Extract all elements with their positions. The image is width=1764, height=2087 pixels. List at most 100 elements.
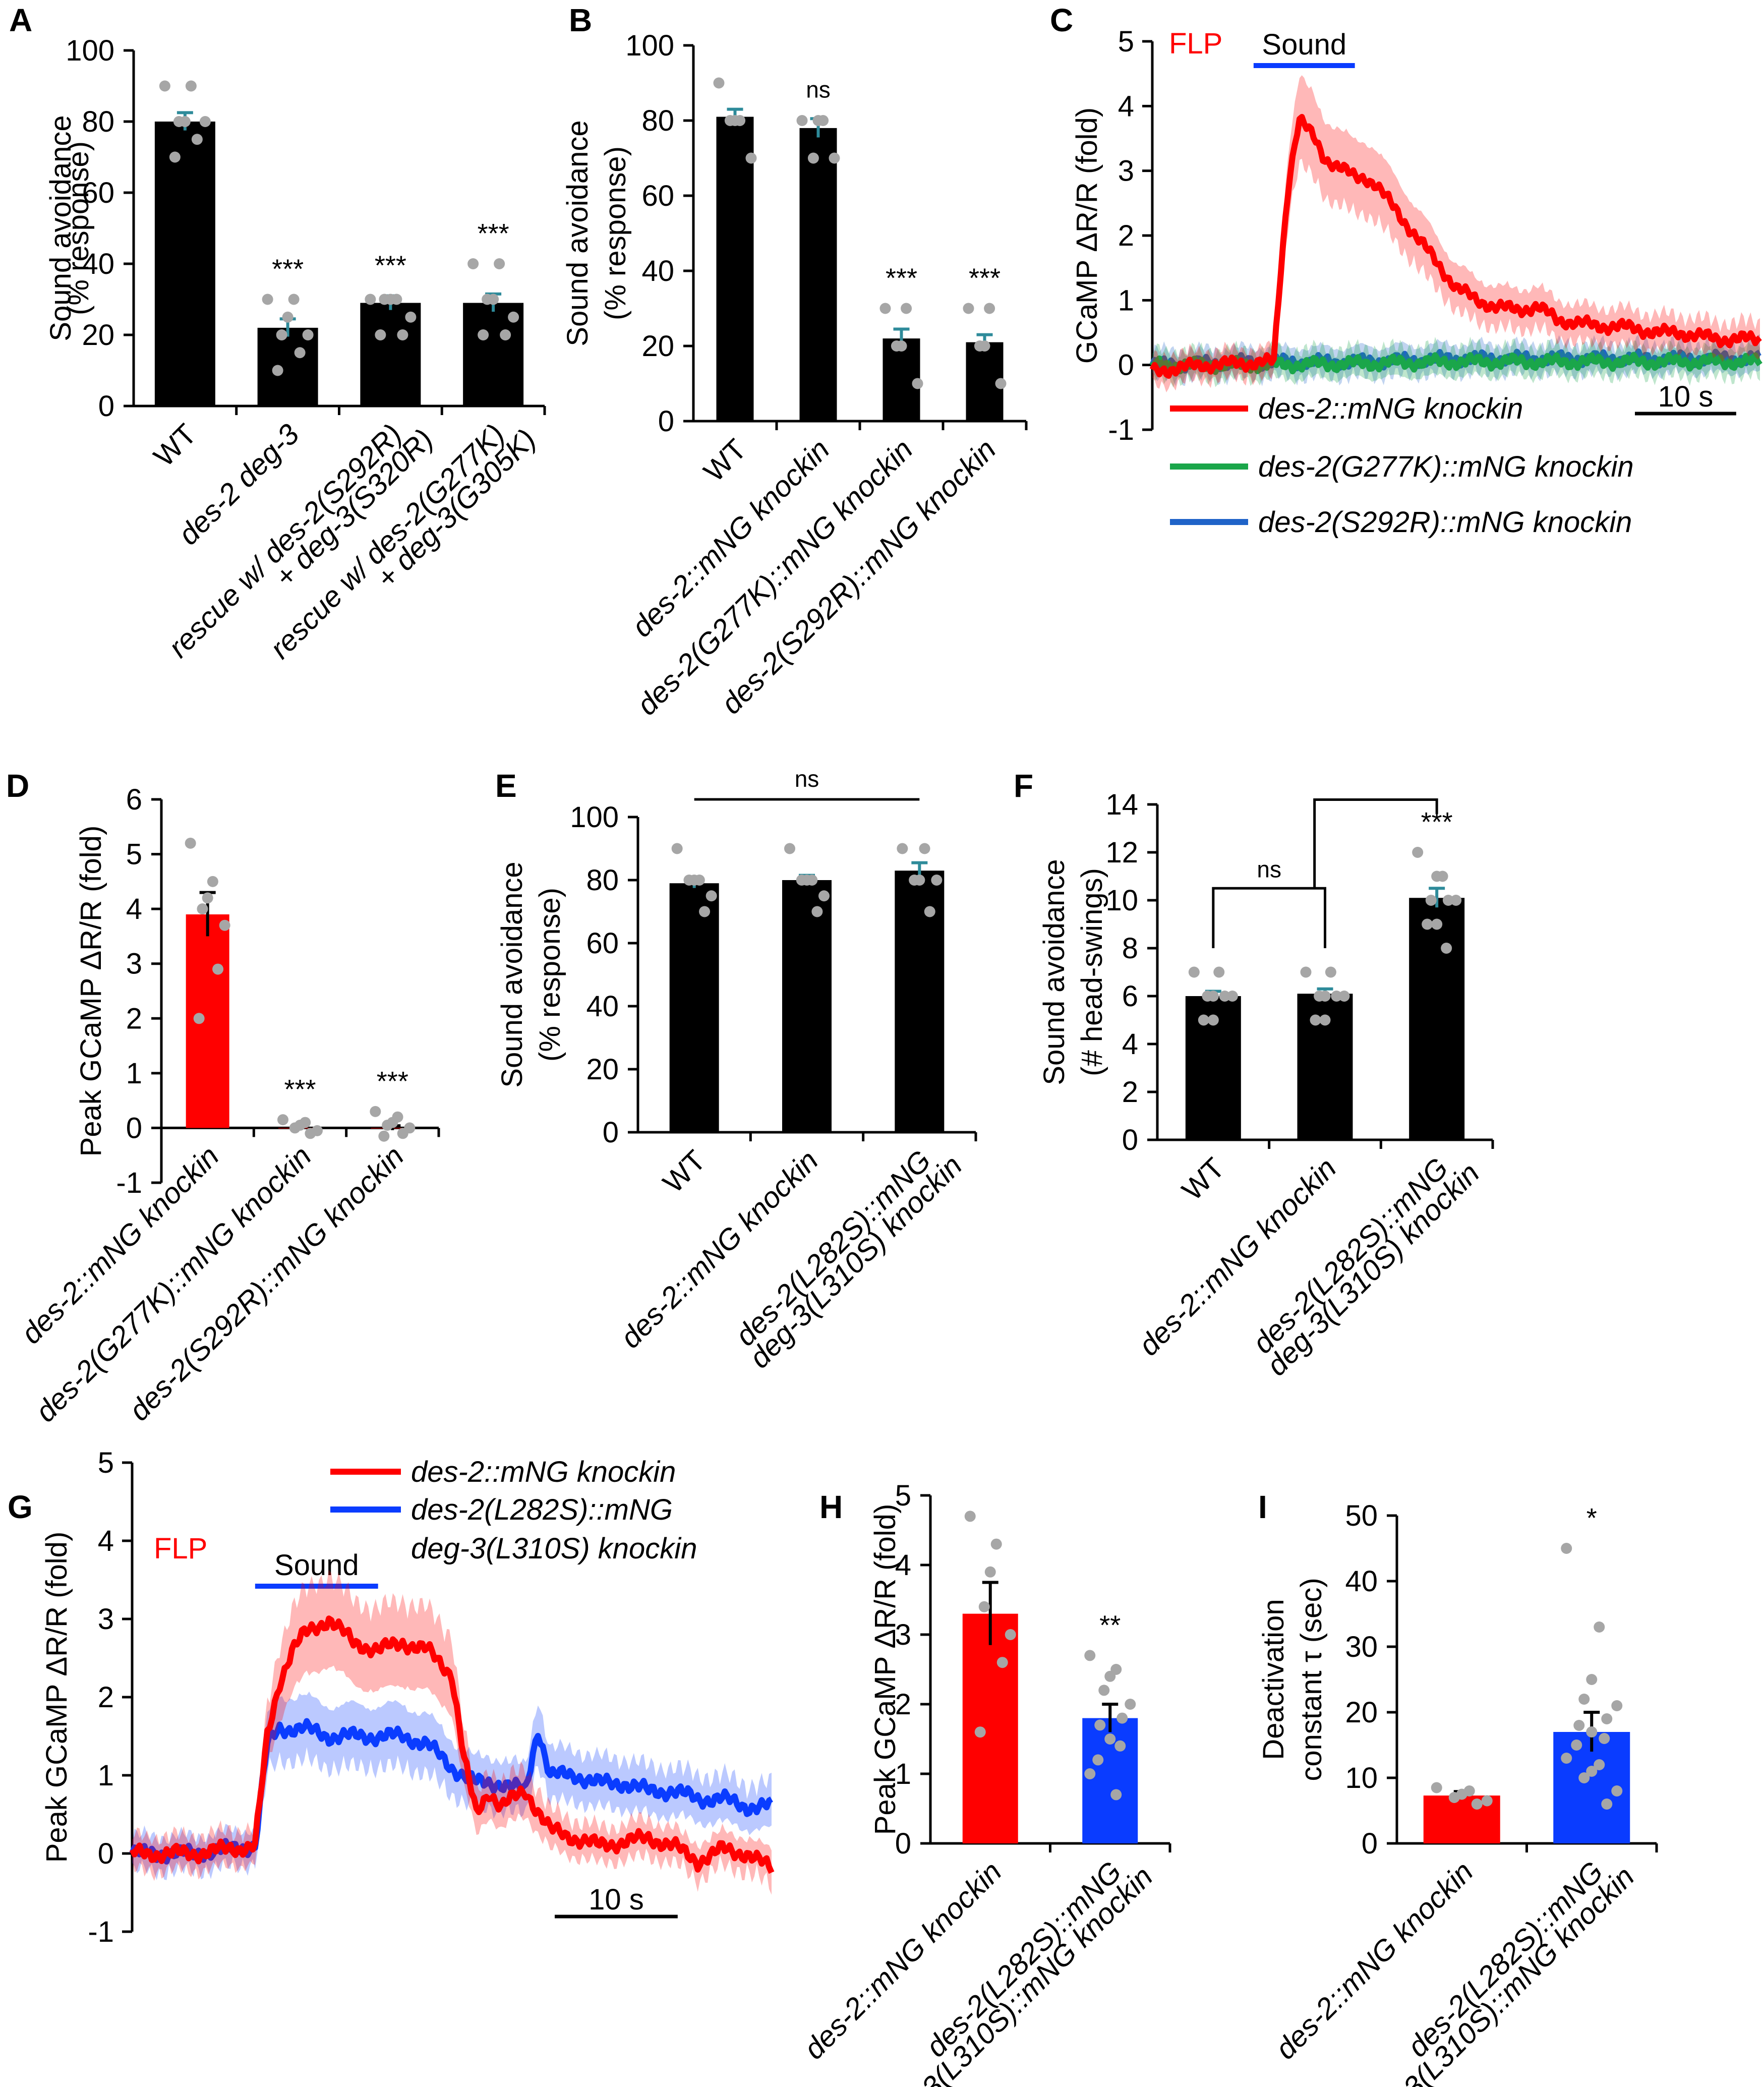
data-point xyxy=(812,115,824,126)
y-axis-label: Sound avoidance xyxy=(561,120,594,346)
panel-C: C -1 0 1 2 3 4 5 GCaMP ΔR/R (fold) FLP Sound 10 s de… xyxy=(1050,2,1762,539)
data-point xyxy=(1441,943,1452,954)
data-point xyxy=(1594,1621,1605,1633)
panel-label: D xyxy=(6,768,29,804)
data-point xyxy=(713,77,725,89)
data-point xyxy=(1319,1014,1331,1026)
data-point xyxy=(219,919,230,931)
data-point xyxy=(1601,1713,1613,1724)
significance-bracket xyxy=(1313,798,1438,889)
data-point xyxy=(378,1130,390,1142)
data-point xyxy=(159,80,170,92)
data-point xyxy=(1310,1014,1321,1026)
y-tick-label: 2 xyxy=(1118,219,1134,252)
significance-label: *** xyxy=(375,250,406,280)
y-tick-label: 0 xyxy=(126,1112,142,1144)
y-tick-label: 80 xyxy=(82,105,114,138)
data-point xyxy=(397,329,408,340)
data-point xyxy=(974,340,985,352)
data-point xyxy=(1599,1733,1610,1744)
data-point xyxy=(699,906,711,917)
data-point xyxy=(1431,918,1443,930)
y-tick-label: 5 xyxy=(98,1446,114,1479)
data-point xyxy=(1442,895,1454,906)
data-point xyxy=(1448,1792,1460,1803)
y-tick-label: 1 xyxy=(1118,284,1134,317)
y-tick-label: 0 xyxy=(1118,349,1134,382)
y-tick-label: 0 xyxy=(1122,1124,1138,1156)
bar xyxy=(962,1613,1018,1843)
data-point xyxy=(924,906,935,917)
panel-label: C xyxy=(1050,2,1073,38)
data-point xyxy=(963,303,974,314)
y-axis-label: (% response) xyxy=(62,141,95,315)
data-point xyxy=(1338,991,1350,1002)
data-point xyxy=(1586,1766,1598,1777)
y-tick-label: 20 xyxy=(1345,1696,1378,1729)
data-point xyxy=(173,116,185,127)
data-point xyxy=(784,843,795,854)
data-point xyxy=(671,843,683,854)
y-axis-label: constant τ (sec) xyxy=(1295,1578,1328,1781)
data-point xyxy=(191,134,203,145)
y-axis-label: (% response) xyxy=(599,146,632,320)
data-point xyxy=(1092,1754,1104,1766)
scale-bar-label: 10 s xyxy=(589,1883,644,1916)
data-point xyxy=(288,294,300,305)
panel-label: F xyxy=(1014,768,1033,804)
y-tick-label: 80 xyxy=(641,104,674,137)
data-point xyxy=(931,875,943,886)
y-tick-label: 10 xyxy=(1105,884,1138,917)
data-point xyxy=(1198,1014,1209,1026)
data-point xyxy=(199,116,211,127)
data-point xyxy=(193,1013,205,1024)
data-point xyxy=(807,152,819,164)
y-tick-label: 4 xyxy=(126,893,142,925)
y-tick-label: 50 xyxy=(1345,1499,1378,1532)
data-point xyxy=(1573,1720,1585,1731)
y-tick-label: -1 xyxy=(116,1167,142,1199)
y-tick-label: 20 xyxy=(82,319,114,352)
data-point xyxy=(1114,1740,1126,1752)
legend-label: des-2(S292R)::mNG knockin xyxy=(1258,506,1632,539)
panel-label: E xyxy=(495,768,517,804)
significance-label: ** xyxy=(1099,1610,1121,1640)
y-tick-label: 3 xyxy=(98,1603,114,1636)
bar xyxy=(186,914,229,1128)
error-band xyxy=(132,1691,772,1880)
bar xyxy=(257,327,318,406)
y-axis-label: Deactivation xyxy=(1257,1599,1290,1760)
data-point xyxy=(1571,1740,1582,1751)
data-point xyxy=(272,365,283,376)
category-label: des-2(L282S)::mNG xyxy=(920,1855,1128,2063)
y-tick-label: 0 xyxy=(603,1116,619,1149)
data-point xyxy=(891,340,902,352)
y-tick-label: 5 xyxy=(1118,25,1134,58)
data-point xyxy=(1594,1759,1605,1770)
y-tick-label: 5 xyxy=(895,1479,911,1512)
data-point xyxy=(289,1122,301,1134)
y-tick-label: 80 xyxy=(586,864,619,897)
y-tick-label: 8 xyxy=(1122,932,1138,965)
data-point xyxy=(745,152,757,164)
data-point xyxy=(990,1538,1002,1550)
data-point xyxy=(912,378,923,389)
y-tick-label: 40 xyxy=(586,990,619,1023)
data-point xyxy=(1110,1789,1122,1801)
panel-G: G -1 0 1 2 3 4 5 Peak GCaMP ΔR/R (fold) FLP Sound 1… xyxy=(8,1446,775,1948)
data-point xyxy=(185,837,196,849)
y-tick-label: 60 xyxy=(82,177,114,209)
bar xyxy=(895,871,945,1132)
legend-label: deg-3(L310S) knockin xyxy=(411,1532,697,1565)
y-tick-label: 2 xyxy=(126,1002,142,1035)
y-tick-label: 20 xyxy=(641,330,674,363)
legend-label: des-2::mNG knockin xyxy=(1258,392,1523,425)
data-point xyxy=(277,1114,288,1126)
data-point xyxy=(1601,1799,1613,1810)
y-tick-label: 100 xyxy=(570,801,619,834)
significance-label: *** xyxy=(478,218,509,249)
y-tick-label: 20 xyxy=(586,1053,619,1086)
data-point xyxy=(978,1601,990,1612)
panel-I: I 0 10 20 30 40 50 Deactivation constant τ (sec)… xyxy=(1257,1489,1658,2087)
